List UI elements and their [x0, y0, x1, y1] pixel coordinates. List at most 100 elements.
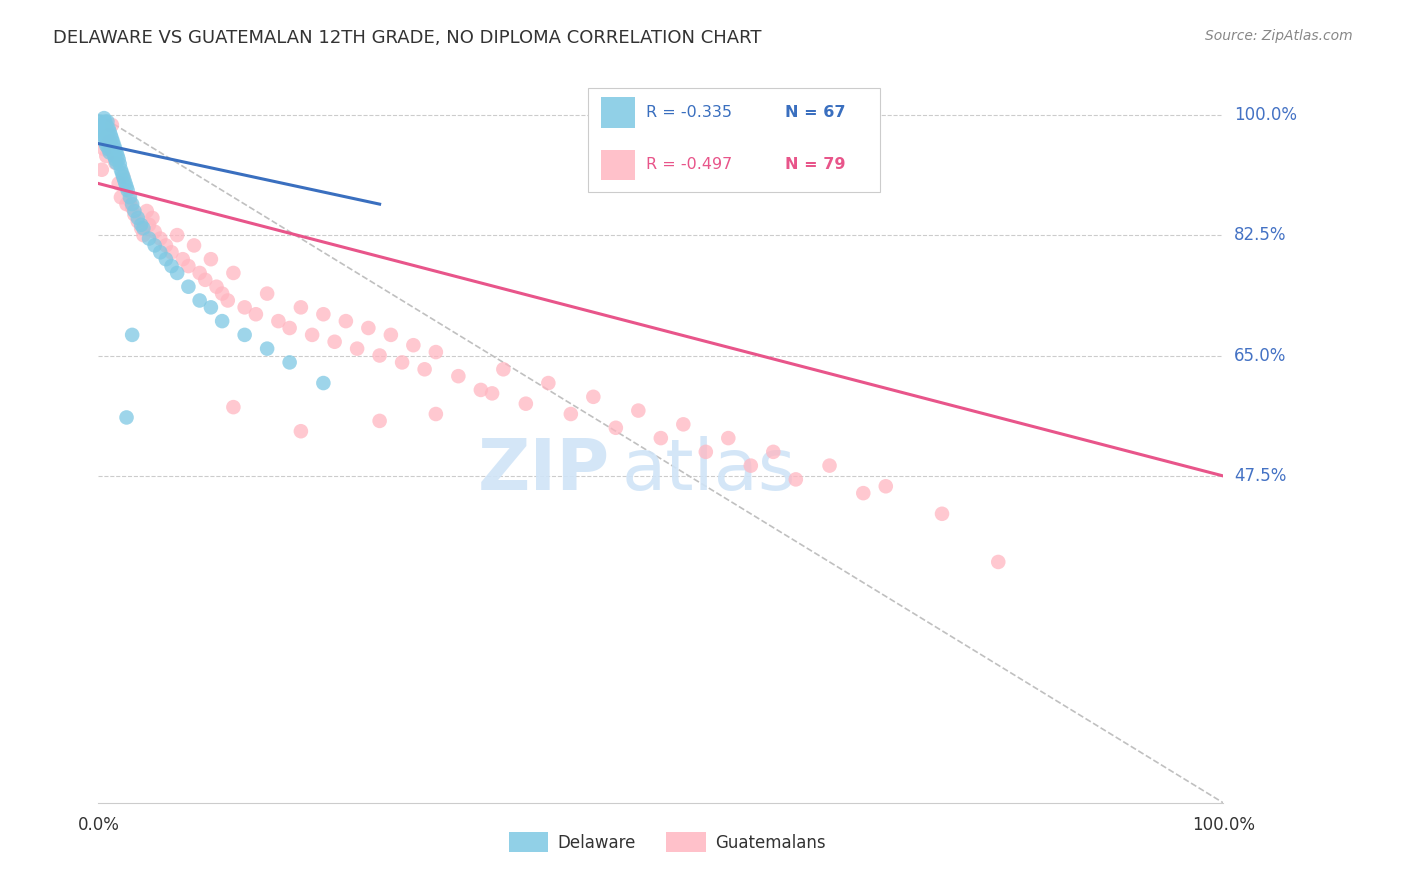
Point	[100, 138, 122, 153]
Point	[141, 211, 163, 225]
Point	[335, 314, 357, 328]
Point	[117, 183, 139, 197]
Point	[233, 301, 256, 315]
Point	[111, 166, 134, 180]
Text: N = 79: N = 79	[785, 157, 845, 172]
Point	[138, 218, 160, 232]
Point	[97, 132, 120, 146]
Point	[425, 345, 447, 359]
Point	[160, 245, 183, 260]
Point	[278, 355, 301, 369]
Point	[447, 369, 470, 384]
Point	[425, 407, 447, 421]
Point	[402, 338, 425, 352]
Point	[103, 149, 125, 163]
Text: 65.0%: 65.0%	[1234, 346, 1286, 365]
Point	[115, 180, 138, 194]
Point	[650, 431, 672, 445]
Point	[160, 259, 183, 273]
Point	[100, 128, 122, 143]
Point	[183, 238, 205, 252]
Point	[98, 145, 121, 160]
Point	[96, 138, 118, 153]
Point	[105, 156, 128, 170]
Point	[127, 214, 149, 228]
Point	[91, 128, 114, 143]
Point	[762, 445, 785, 459]
FancyBboxPatch shape	[588, 87, 880, 193]
Point	[481, 386, 503, 401]
Text: Delaware: Delaware	[557, 833, 636, 852]
Point	[101, 132, 124, 146]
Point	[818, 458, 841, 473]
Point	[470, 383, 492, 397]
Point	[301, 327, 323, 342]
Point	[104, 142, 127, 156]
Point	[121, 197, 143, 211]
Point	[166, 228, 188, 243]
Point	[987, 555, 1010, 569]
Point	[98, 135, 121, 149]
Point	[135, 204, 157, 219]
Point	[267, 314, 290, 328]
Point	[177, 259, 200, 273]
Point	[380, 327, 402, 342]
Point	[90, 125, 112, 139]
Point	[129, 218, 152, 232]
Point	[188, 293, 211, 308]
Point	[177, 279, 200, 293]
Point	[112, 173, 135, 187]
Point	[112, 169, 135, 184]
Point	[112, 169, 135, 184]
Text: ZIP: ZIP	[478, 436, 610, 505]
Point	[245, 307, 267, 321]
Point	[118, 194, 141, 208]
Point	[101, 118, 124, 132]
Point	[256, 342, 278, 356]
Text: 47.5%: 47.5%	[1234, 467, 1286, 485]
Point	[96, 114, 118, 128]
Point	[357, 321, 380, 335]
Point	[222, 266, 245, 280]
Point	[118, 190, 141, 204]
Point	[560, 407, 582, 421]
Point	[368, 349, 391, 363]
Point	[695, 445, 717, 459]
Bar	[602, 150, 636, 180]
Point	[103, 138, 125, 153]
Point	[96, 125, 118, 139]
Text: R = -0.335: R = -0.335	[647, 105, 733, 120]
Point	[172, 252, 194, 267]
Point	[515, 397, 537, 411]
Text: R = -0.497: R = -0.497	[647, 157, 733, 172]
Point	[93, 128, 115, 143]
Point	[90, 162, 112, 177]
Point	[110, 162, 132, 177]
Point	[346, 342, 368, 356]
Point	[233, 327, 256, 342]
Point	[627, 403, 650, 417]
Point	[717, 431, 740, 445]
Point	[256, 286, 278, 301]
Text: 100.0%: 100.0%	[1234, 105, 1298, 124]
Point	[107, 153, 129, 167]
Point	[155, 252, 177, 267]
Point	[143, 238, 166, 252]
Point	[155, 238, 177, 252]
Point	[200, 252, 222, 267]
Point	[323, 334, 346, 349]
Text: 82.5%: 82.5%	[1234, 226, 1286, 244]
Point	[94, 135, 117, 149]
Point	[852, 486, 875, 500]
Point	[188, 266, 211, 280]
Point	[93, 111, 115, 125]
Text: Source: ZipAtlas.com: Source: ZipAtlas.com	[1205, 29, 1353, 43]
Point	[101, 142, 124, 156]
Point	[391, 355, 413, 369]
Point	[115, 410, 138, 425]
Point	[114, 177, 136, 191]
Point	[605, 421, 627, 435]
Point	[143, 225, 166, 239]
Point	[98, 135, 121, 149]
Point	[127, 211, 149, 225]
